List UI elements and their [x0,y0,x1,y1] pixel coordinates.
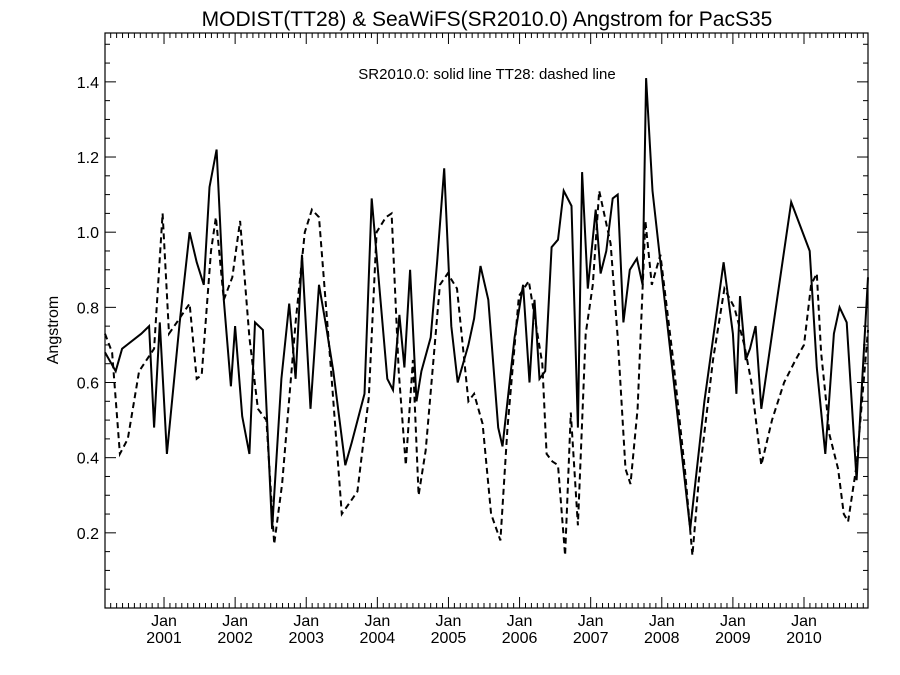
x-tick-label-month: Jan [364,613,390,630]
plot-frame [104,32,869,609]
chart-title: MODIST(TT28) & SeaWiFS(SR2010.0) Angstro… [202,8,773,31]
x-tick-label-year: 2003 [288,630,324,647]
x-tick-label-month: Jan [649,613,675,630]
x-tick-label-month: Jan [151,613,177,630]
series-line-sr2010-0 [104,78,869,530]
x-tick-label-year: 2006 [502,630,538,647]
legend-annotation: SR2010.0: solid line TT28: dashed line [358,66,615,83]
x-tick-label-month: Jan [293,613,319,630]
y-tick-label: 1.0 [77,225,99,242]
x-tick-label-year: 2002 [217,630,253,647]
x-tick-label-month: Jan [578,613,604,630]
x-tick-label-month: Jan [222,613,248,630]
y-tick-label: 0.4 [77,451,99,468]
series-layer [104,78,869,556]
y-tick-label: 0.8 [77,300,99,317]
x-tick-label-year: 2005 [431,630,467,647]
x-tick-label-year: 2004 [360,630,396,647]
y-tick-label: 1.4 [77,75,99,92]
y-tick-label: 0.2 [77,526,99,543]
x-tick-label-year: 2007 [573,630,609,647]
x-tick-label-month: Jan [436,613,462,630]
x-tick-label-month: Jan [507,613,533,630]
x-tick-label-year: 2009 [715,630,751,647]
x-tick-label-month: Jan [720,613,746,630]
x-tick-label-month: Jan [791,613,817,630]
x-tick-label-year: 2010 [786,630,822,647]
series-line-tt28 [104,190,869,556]
axes: 0.20.40.60.81.01.21.4Jan2001Jan2002Jan20… [77,32,869,647]
y-axis-label: Angstrom [45,296,62,364]
y-tick-label: 1.2 [77,150,99,167]
y-tick-label: 0.6 [77,376,99,393]
x-tick-label-year: 2001 [146,630,182,647]
x-tick-label-year: 2008 [644,630,680,647]
